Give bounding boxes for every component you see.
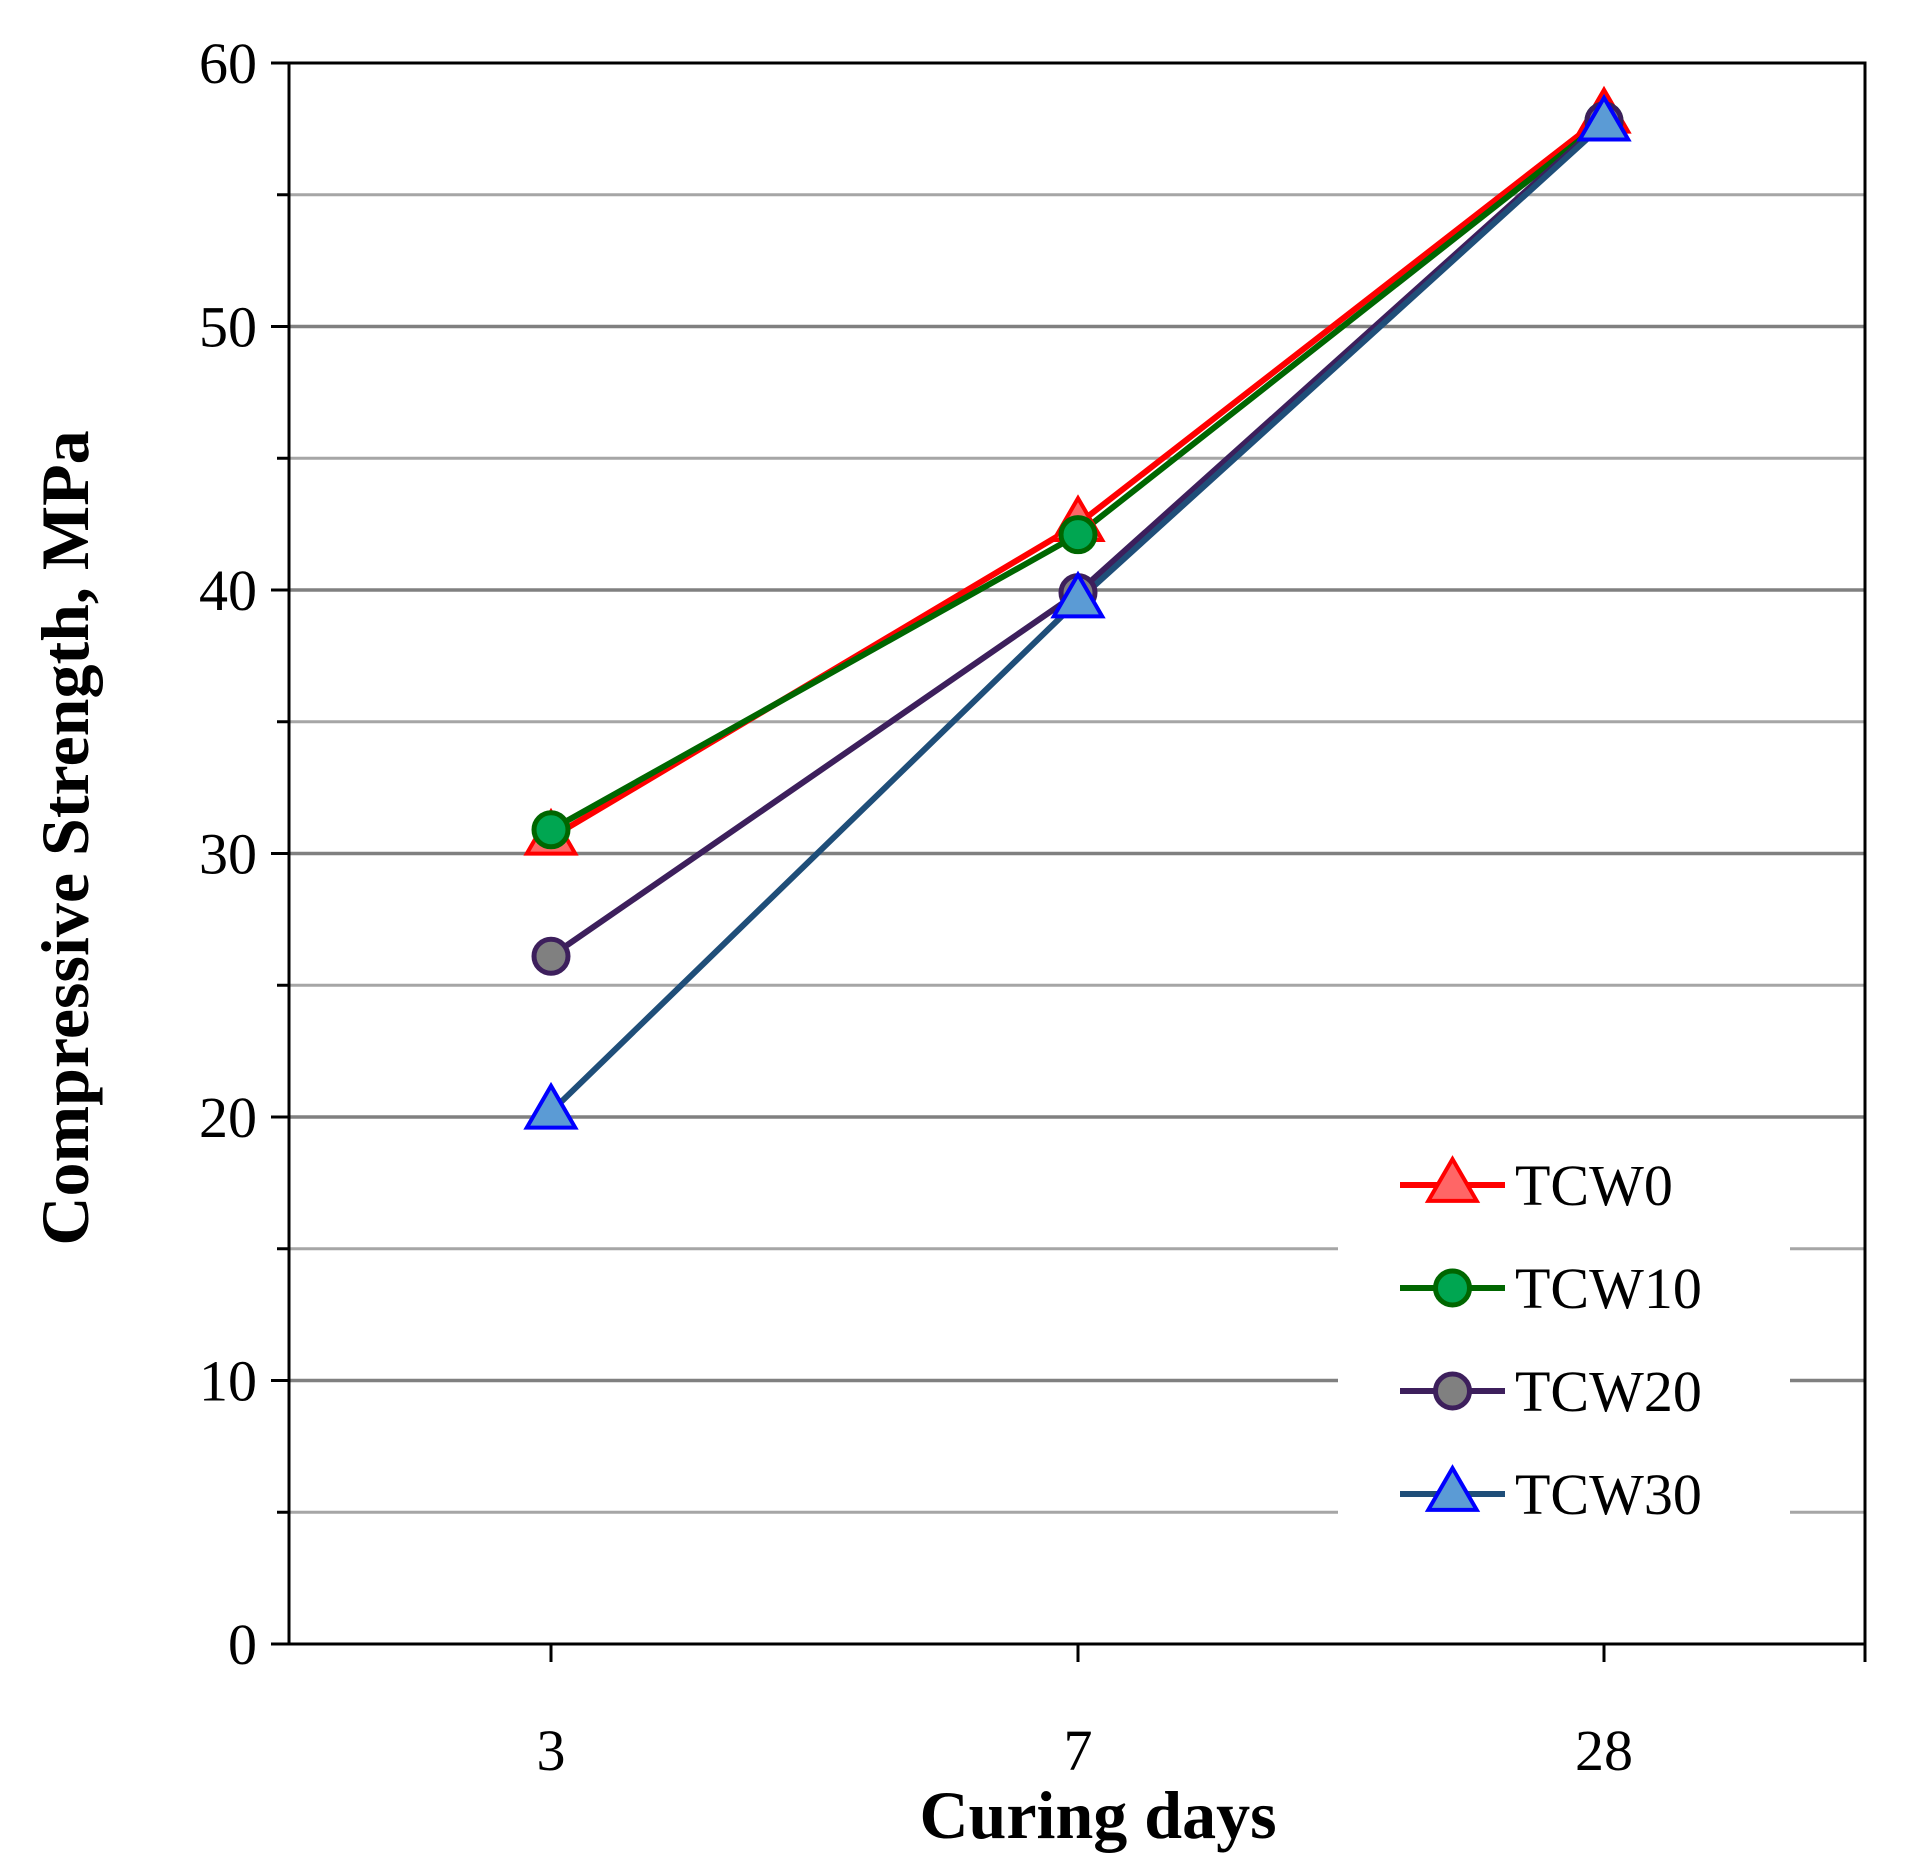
data-point-tcw30 — [1576, 93, 1632, 142]
data-point-tcw30 — [523, 1081, 579, 1130]
data-point-tcw30 — [1050, 570, 1106, 619]
y-tick-label: 60 — [199, 31, 257, 96]
x-axis-title: Curing days — [919, 1777, 1276, 1853]
y-tick-label: 20 — [199, 1085, 257, 1150]
legend-marker-tcw10 — [1433, 1268, 1472, 1308]
y-axis-title: Compressive Strength, MPa — [27, 430, 103, 1245]
legend-label-tcw30: TCW30 — [1515, 1462, 1702, 1527]
x-tick-label: 7 — [1064, 1718, 1093, 1783]
data-point-tcw10 — [531, 810, 571, 850]
data-point-tcw20 — [531, 936, 571, 976]
series-lines — [523, 85, 1632, 1130]
legend: TCW0 TCW10 TCW20 TCW30 — [1338, 1150, 1790, 1570]
legend-marker-tcw30 — [1424, 1464, 1481, 1512]
legend-marker-tcw0 — [1424, 1155, 1481, 1203]
y-tick-label: 10 — [199, 1349, 257, 1414]
legend-label-tcw10: TCW10 — [1515, 1256, 1702, 1321]
x-tick-label: 28 — [1575, 1718, 1633, 1783]
legend-background — [1338, 1150, 1790, 1570]
y-tick-label: 40 — [199, 558, 257, 623]
axes: 0 10 20 30 40 50 60 3 7 28 — [199, 31, 1867, 1783]
legend-marker-tcw20 — [1433, 1371, 1472, 1411]
gridlines — [289, 193, 1865, 1514]
x-tick-label: 3 — [537, 1718, 566, 1783]
data-point-tcw10 — [1058, 515, 1098, 555]
legend-label-tcw0: TCW0 — [1515, 1153, 1673, 1218]
legend-label-tcw20: TCW20 — [1515, 1359, 1702, 1424]
y-tick-label: 30 — [199, 822, 257, 887]
y-tick-label: 0 — [228, 1612, 257, 1677]
y-tick-label: 50 — [199, 295, 257, 360]
